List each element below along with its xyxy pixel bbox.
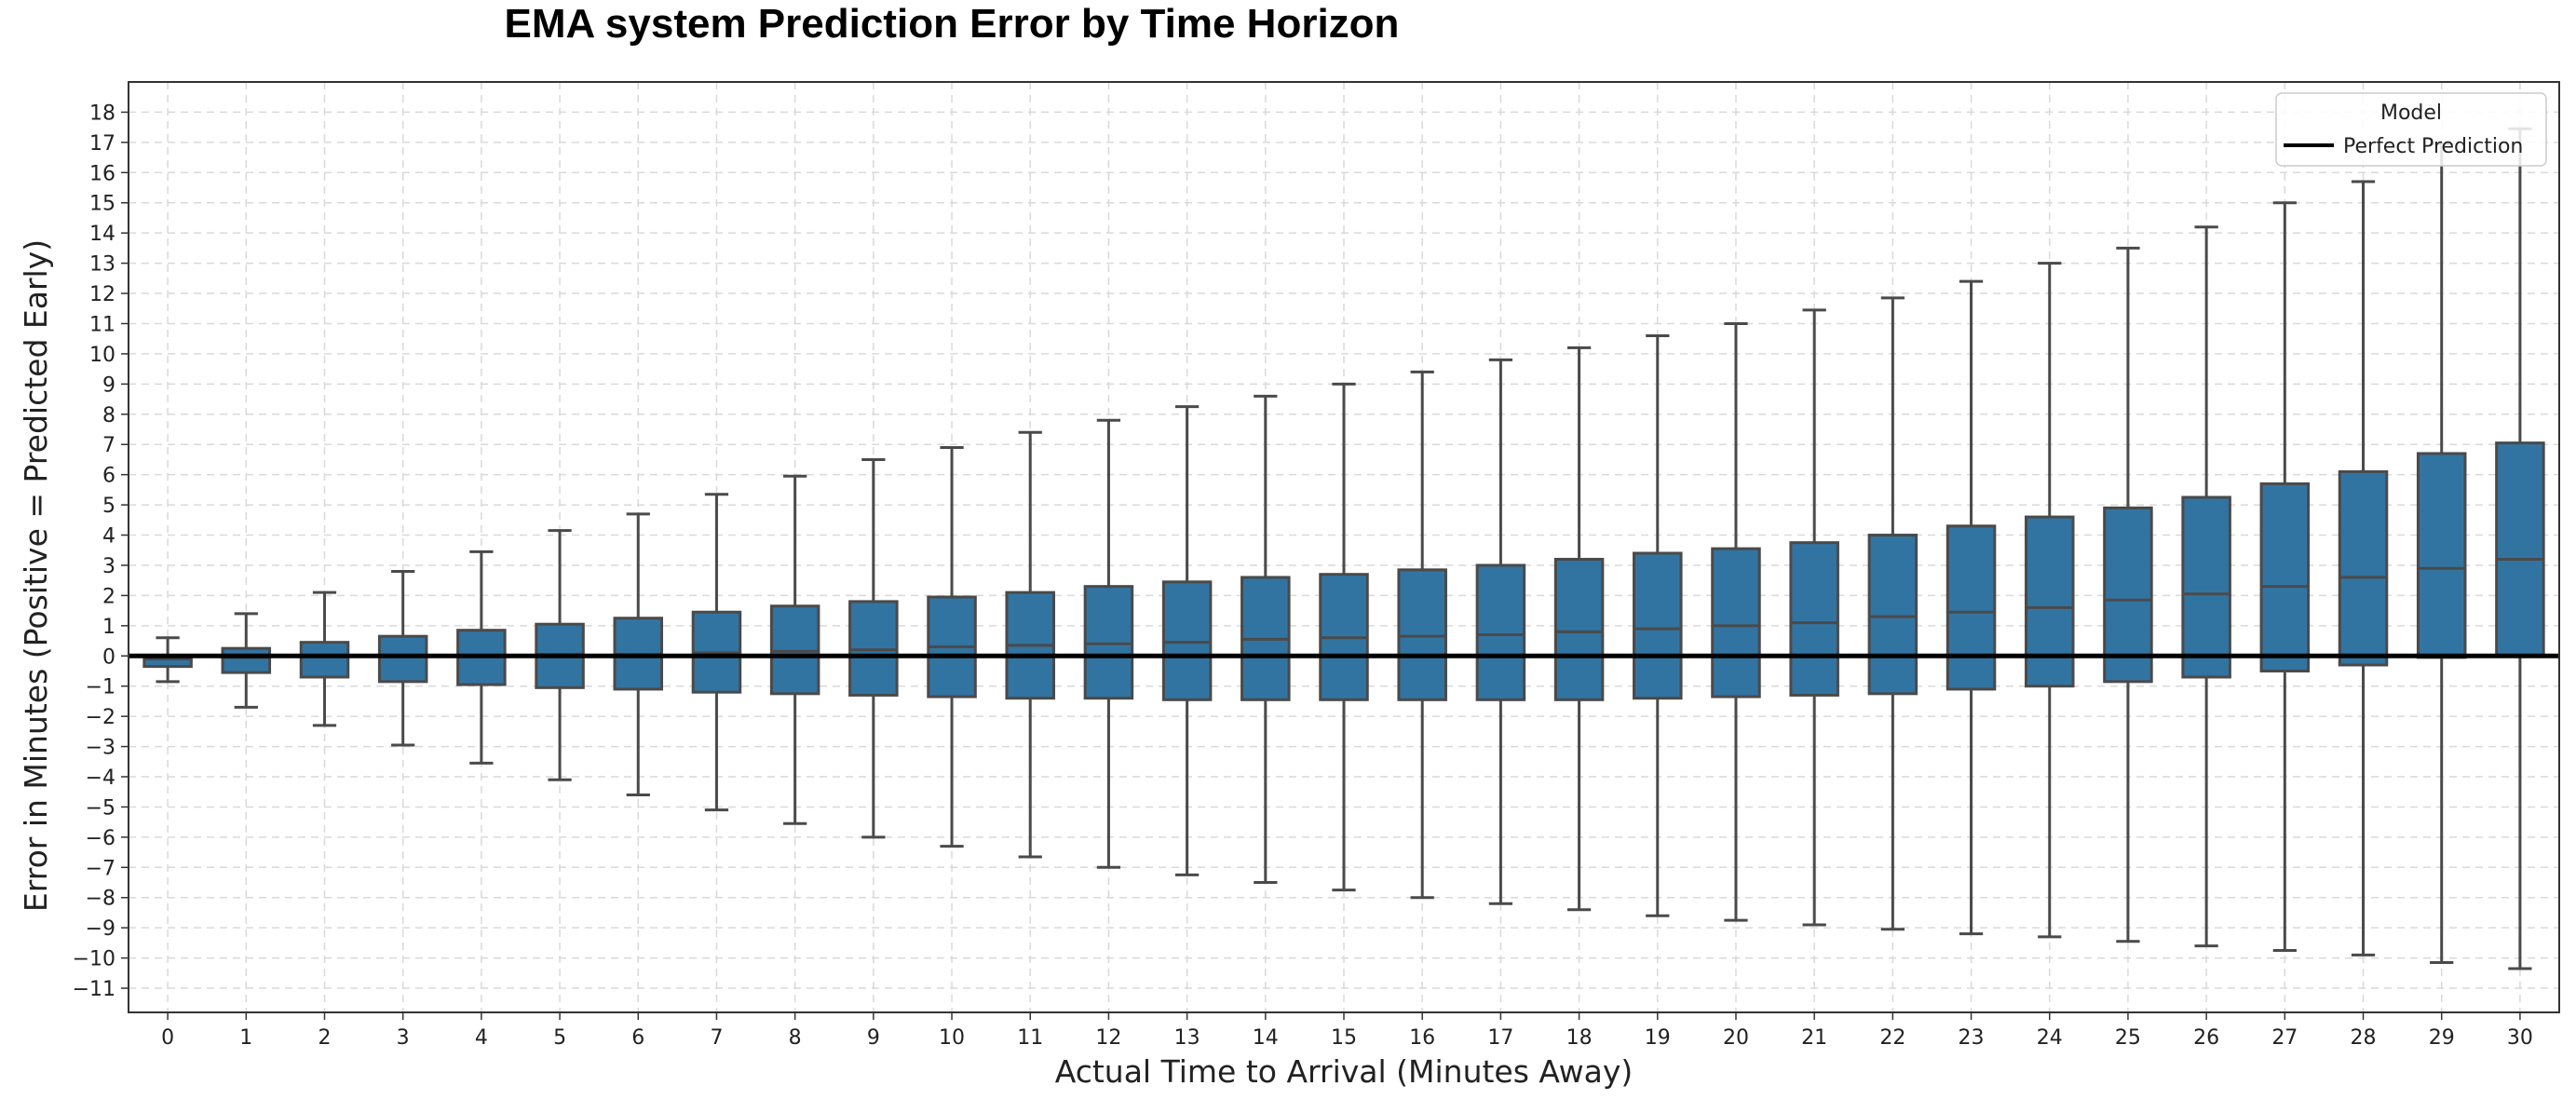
x-tick-label: 26 (2193, 1026, 2219, 1050)
box (848, 600, 899, 697)
box (1475, 563, 1526, 701)
y-tick-label: 15 (89, 193, 115, 216)
x-tick-label: 6 (631, 1026, 644, 1050)
x-tick-label: 14 (1253, 1026, 1279, 1050)
x-tick-label: 5 (553, 1026, 566, 1050)
y-tick-label: 8 (102, 404, 115, 427)
whiskers (156, 127, 2532, 970)
y-tick-label: 18 (89, 102, 115, 125)
y-tick-label: 6 (102, 465, 115, 488)
boxes (142, 441, 2545, 701)
x-tick-label: 1 (239, 1026, 252, 1050)
y-tick-label: −3 (86, 737, 115, 760)
x-tick-label: 28 (2351, 1026, 2377, 1050)
y-tick-label: 14 (89, 223, 115, 246)
y-axis-label: Error in Minutes (Positive = Predicted E… (18, 239, 54, 912)
y-tick-label: 2 (102, 585, 115, 608)
y-tick-label: 5 (102, 495, 115, 518)
y-tick-label: −1 (86, 676, 115, 699)
x-tick-label: 2 (318, 1026, 331, 1050)
box (2416, 452, 2467, 659)
y-tick-label: 3 (102, 555, 115, 578)
y-tick-label: 11 (89, 313, 115, 336)
box (1633, 551, 1683, 700)
y-tick-label: −7 (86, 857, 115, 880)
x-tick-label: 9 (867, 1026, 880, 1050)
x-tick-label: 24 (2037, 1026, 2063, 1050)
x-tick-label: 11 (1017, 1026, 1043, 1050)
x-tick-label: 18 (1566, 1026, 1593, 1050)
x-tick-label: 12 (1095, 1026, 1121, 1050)
x-tick-label: 25 (2115, 1026, 2141, 1050)
x-tick-label: 10 (939, 1026, 965, 1050)
x-tick-label: 21 (1801, 1026, 1827, 1050)
y-tick-label: 9 (102, 373, 115, 397)
box (299, 641, 350, 679)
box (769, 604, 820, 696)
x-tick-label: 23 (1959, 1026, 1985, 1050)
box (1711, 547, 1761, 699)
box (2181, 495, 2231, 679)
box (2103, 506, 2153, 684)
y-tick-label: −5 (86, 796, 115, 820)
y-tick-label: −2 (86, 706, 115, 729)
x-axis-label: Actual Time to Arrival (Minutes Away) (1055, 1053, 1634, 1090)
y-tick-label: 13 (89, 253, 115, 277)
y-tick-label: 0 (102, 645, 115, 669)
box (1161, 580, 1213, 701)
legend-frame (2275, 92, 2547, 167)
box (1867, 534, 1918, 696)
x-tick-label: 19 (1645, 1026, 1671, 1050)
x-tick-label: 30 (2507, 1026, 2533, 1050)
box (2495, 441, 2545, 658)
y-axis-ticks: −11−10−9−8−7−6−5−4−3−2−10123456789101112… (73, 102, 129, 1001)
legend: Model Perfect Prediction (2275, 92, 2547, 167)
x-tick-label: 13 (1174, 1026, 1200, 1050)
y-tick-label: 17 (89, 132, 115, 156)
y-tick-label: −6 (86, 827, 115, 850)
x-tick-label: 15 (1331, 1026, 1357, 1050)
y-tick-label: 10 (89, 344, 115, 367)
box (2024, 515, 2075, 688)
x-tick-label: 22 (1879, 1026, 1905, 1050)
x-axis-ticks: 0 1 2 3 4 5 6 7 8 9 10 11 12 13 14 15 16 17 18 19 20 21 22 23 24… (161, 1012, 2533, 1050)
y-tick-label: −9 (86, 917, 115, 941)
box (1397, 568, 1447, 701)
legend-entry-perfect-prediction: Perfect Prediction (2343, 135, 2523, 158)
x-tick-label: 29 (2429, 1026, 2455, 1050)
y-tick-label: −11 (73, 978, 115, 1001)
y-tick-label: 7 (102, 434, 115, 457)
y-tick-label: 12 (89, 283, 115, 306)
x-tick-label: 3 (397, 1026, 410, 1050)
legend-title: Model (2380, 102, 2442, 125)
x-tick-label: 27 (2271, 1026, 2298, 1050)
y-tick-label: −10 (73, 948, 115, 971)
box (1946, 524, 1997, 691)
y-tick-label: −8 (86, 888, 115, 911)
box (1553, 557, 1605, 701)
x-tick-label: 20 (1723, 1026, 1749, 1050)
box (1789, 541, 1839, 697)
box (2338, 469, 2389, 667)
y-tick-label: 4 (102, 525, 115, 549)
box (221, 646, 272, 674)
y-tick-label: 1 (102, 616, 115, 639)
x-tick-label: 7 (710, 1026, 723, 1050)
y-tick-label: −4 (86, 767, 115, 790)
chart-title: EMA system Prediction Error by Time Hori… (505, 1, 1400, 47)
box (377, 634, 428, 684)
x-tick-label: 0 (161, 1026, 174, 1050)
box (1083, 585, 1134, 700)
x-tick-label: 8 (789, 1026, 802, 1050)
x-tick-label: 16 (1409, 1026, 1435, 1050)
x-tick-label: 4 (475, 1026, 488, 1050)
x-tick-label: 17 (1487, 1026, 1513, 1050)
box (2259, 482, 2311, 672)
y-tick-label: 16 (89, 162, 115, 185)
